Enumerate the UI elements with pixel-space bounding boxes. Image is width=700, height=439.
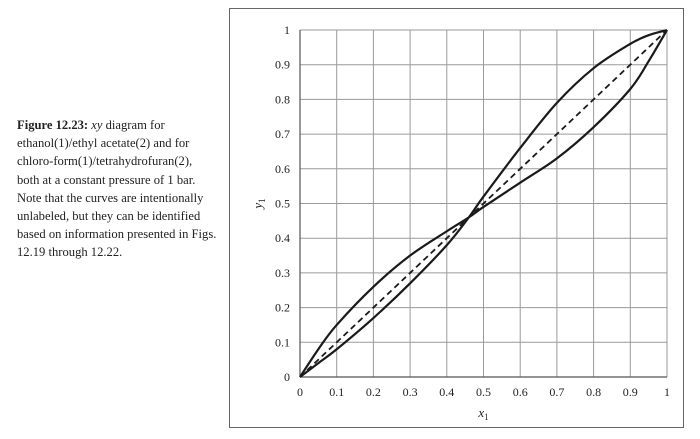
x-tick-label: 0.8 — [586, 385, 601, 399]
y-tick-label: 0.2 — [275, 301, 290, 315]
y-tick-label: 0.1 — [275, 335, 290, 349]
x-tick-label: 0.3 — [403, 385, 418, 399]
x-tick-label: 0.7 — [549, 385, 564, 399]
caption-lead: Figure 12.23: — [17, 118, 89, 132]
y-tick-label: 0.8 — [275, 92, 290, 106]
diagonal-reference-line — [299, 29, 668, 378]
x-tick-label: 0.5 — [476, 385, 491, 399]
y-tick-label: 0.6 — [275, 162, 290, 176]
x-tick-label: 0.4 — [439, 385, 454, 399]
x-tick-label: 0.2 — [366, 385, 381, 399]
y-tick-label: 0.7 — [275, 127, 290, 141]
x-tick-label: 0.9 — [623, 385, 638, 399]
x-tick-label: 1 — [664, 385, 670, 399]
chart-frame — [229, 8, 684, 428]
caption-text: diagram for ethanol(1)/ethyl acetate(2) … — [17, 118, 217, 260]
x-tick-label: 0 — [297, 385, 303, 399]
y-tick-label: 0 — [284, 370, 290, 384]
equilibrium-curve-2 — [299, 29, 668, 378]
x-axis-label: x1 — [477, 405, 488, 422]
y-tick-label: 0.5 — [275, 197, 290, 211]
y-axis-label: y1 — [250, 198, 267, 210]
y-tick-label: 0.4 — [275, 231, 290, 245]
y-tick-label: 0.3 — [275, 266, 290, 280]
y-tick-label: 0.9 — [275, 58, 290, 72]
x-tick-label: 0.6 — [513, 385, 528, 399]
x-tick-label: 0.1 — [329, 385, 344, 399]
caption-variable: xy — [91, 118, 103, 132]
figure-caption: Figure 12.23: xy diagram for ethanol(1)/… — [17, 116, 217, 262]
equilibrium-curve-1 — [299, 28, 668, 378]
y-tick-label: 1 — [284, 23, 290, 37]
